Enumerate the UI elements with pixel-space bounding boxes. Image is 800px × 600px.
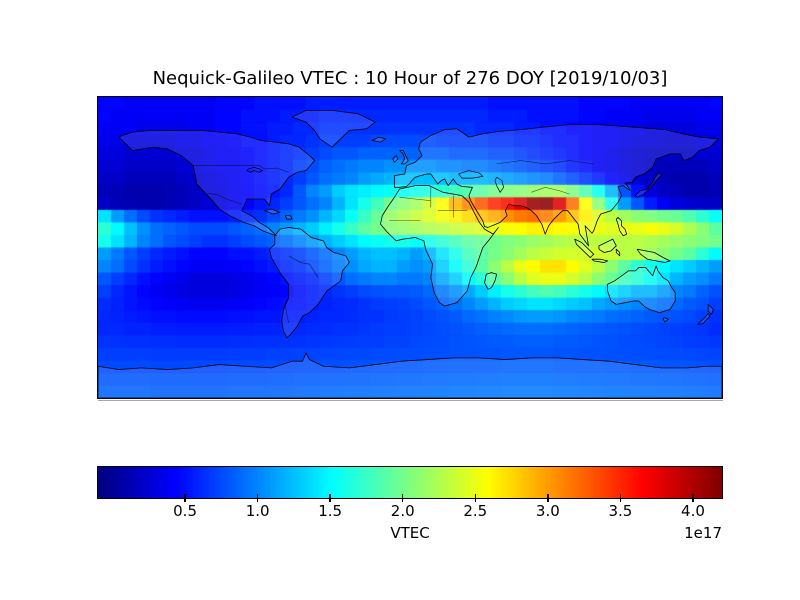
coast-antarctica <box>98 353 722 398</box>
coast-sulawesi <box>616 249 619 256</box>
coast-australia <box>608 266 676 313</box>
colorbar-tick-label: 2.5 <box>463 502 488 520</box>
coast-africa <box>381 186 499 306</box>
coast-iceland <box>372 137 386 142</box>
colorbar <box>97 466 723 499</box>
coast-java <box>592 259 608 262</box>
colorbar-offset-label: 1e17 <box>684 524 722 542</box>
map-boundary-artifact-line <box>98 400 723 401</box>
colorbar-tick-label: 3.5 <box>608 502 633 520</box>
colorbar-label: VTEC <box>390 524 430 542</box>
colorbar-tick-label: 3.0 <box>535 502 560 520</box>
world-coastlines <box>98 97 722 398</box>
coast-eurasia <box>394 125 718 246</box>
coast-tasmania <box>663 318 668 322</box>
coast-philippines <box>616 217 626 235</box>
border-central-asia <box>497 161 594 194</box>
colorbar-gradient <box>98 467 722 498</box>
coast-new-guinea <box>637 249 670 262</box>
map-axes <box>97 96 723 399</box>
coast-cuba <box>264 209 280 214</box>
colorbar-tick-label: 1.5 <box>318 502 343 520</box>
vtec-heatmap <box>98 97 722 398</box>
colorbar-tick-label: 2.0 <box>390 502 415 520</box>
border-us-canada <box>193 166 288 173</box>
coast-south-america <box>270 227 350 337</box>
coast-ireland <box>393 156 398 163</box>
coast-borneo <box>599 239 616 252</box>
border-us-mexico <box>207 193 242 204</box>
lake-great-lakes <box>247 167 263 172</box>
coast-new-zealand-north <box>708 304 713 314</box>
lake-black-sea <box>459 171 483 179</box>
coast-greenland <box>292 110 375 147</box>
coast-madagascar <box>485 273 497 290</box>
colorbar-tick-label: 4.0 <box>681 502 705 520</box>
coast-north-america <box>119 130 315 235</box>
border-south-america <box>285 256 318 323</box>
coast-hispaniola <box>285 216 292 219</box>
coast-sumatra <box>575 239 594 257</box>
coast-new-zealand-south <box>698 314 710 325</box>
border-north-africa <box>389 186 467 220</box>
lake-caspian-sea <box>495 177 504 192</box>
plot-title: Nequick-Galileo VTEC : 10 Hour of 276 DO… <box>152 68 668 89</box>
colorbar-tick-label: 0.5 <box>173 502 197 520</box>
colorbar-tick-label: 1.0 <box>245 502 270 520</box>
coast-japan <box>635 172 661 197</box>
coast-britain <box>400 151 409 164</box>
